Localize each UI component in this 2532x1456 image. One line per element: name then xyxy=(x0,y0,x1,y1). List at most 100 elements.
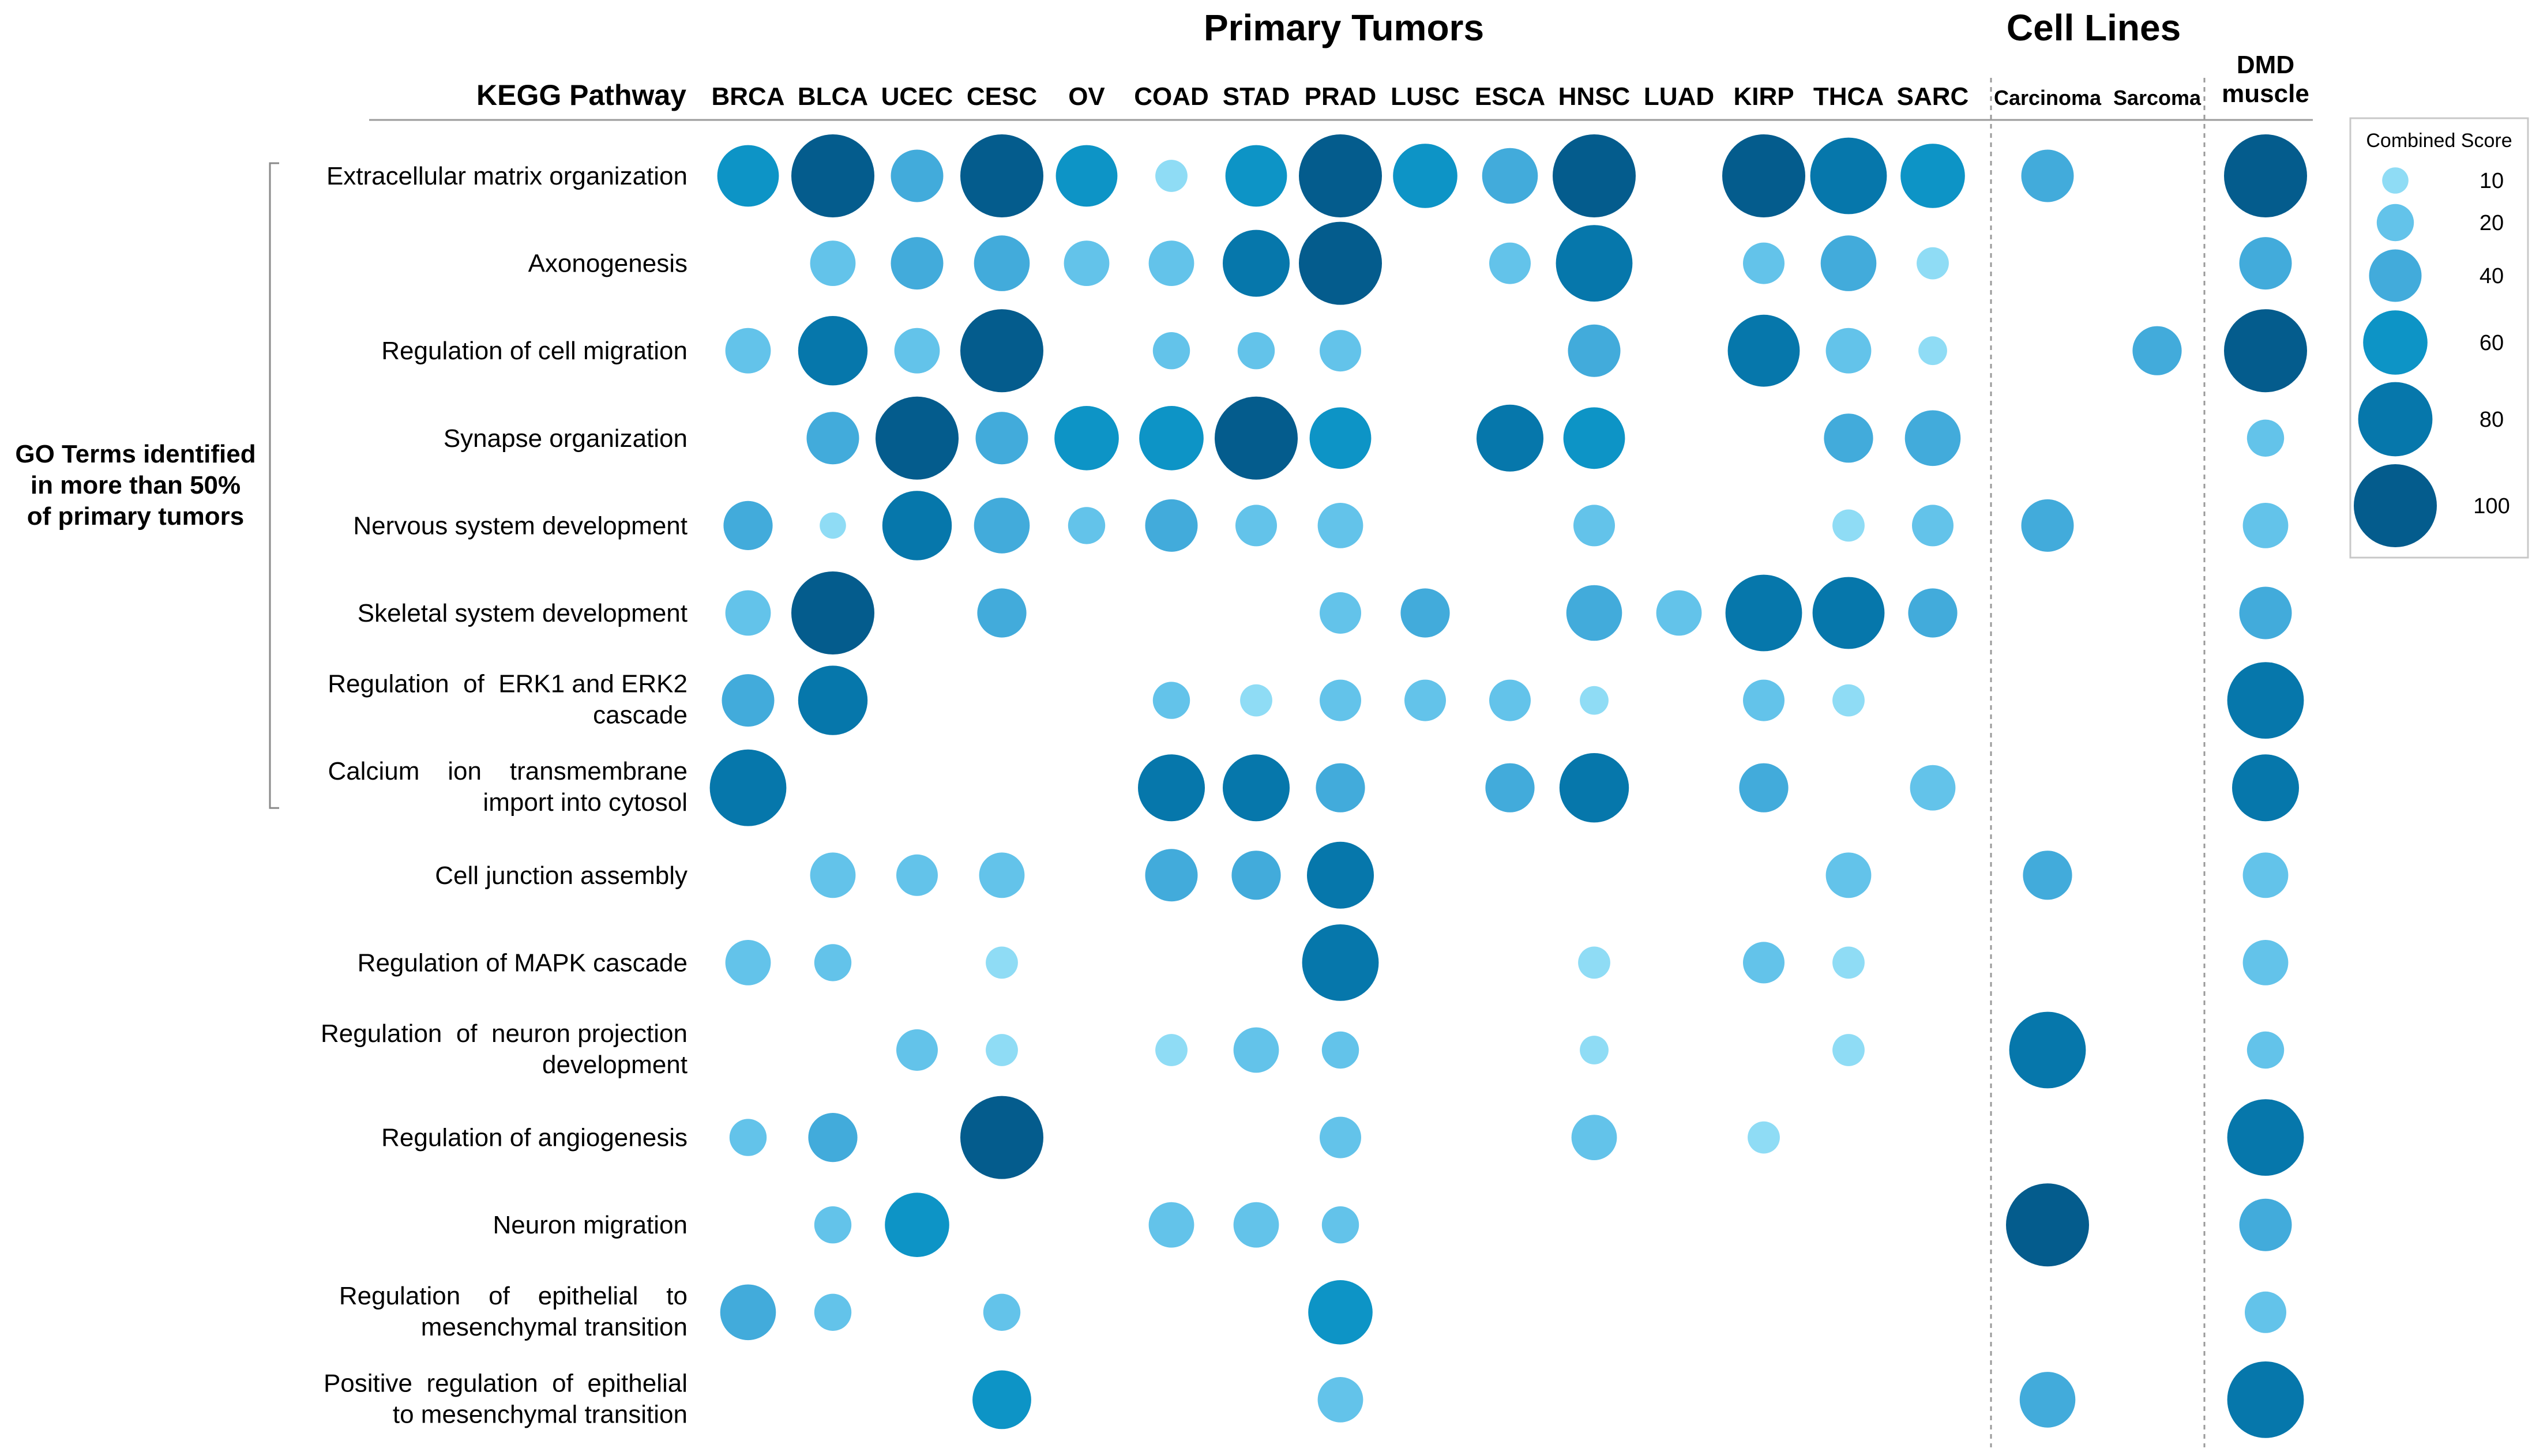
bubble-dmd-row-14 xyxy=(2245,1291,2286,1333)
bubble-stad-row-8 xyxy=(1223,754,1290,822)
bubble-prad-row-5 xyxy=(1317,503,1363,548)
row-label-12: Regulation of angiogenesis xyxy=(381,1124,688,1152)
bubble-coad-row-5 xyxy=(1145,499,1198,552)
side-label-line-2: in more than 50% xyxy=(31,471,241,499)
column-label-coad: COAD xyxy=(1134,82,1209,111)
bubble-sarc-row-3 xyxy=(1918,336,1947,366)
legend-label-20: 20 xyxy=(2480,211,2504,235)
bubble-carcinoma-row-13 xyxy=(2006,1183,2089,1267)
bubble-thca-row-9 xyxy=(1825,852,1872,898)
side-label-line-1: GO Terms identified xyxy=(15,440,256,468)
column-label-ucec: UCEC xyxy=(881,82,953,111)
bubble-ov-row-4 xyxy=(1054,406,1119,471)
bubble-cesc-row-4 xyxy=(975,412,1028,465)
row-label-11-line-1: Regulation of neuron projection xyxy=(321,1019,688,1048)
bubble-coad-row-1 xyxy=(1155,160,1188,192)
column-label-kirp: KIRP xyxy=(1733,82,1794,111)
kegg-pathway-header: KEGG Pathway xyxy=(476,79,686,111)
bubble-blca-row-7 xyxy=(798,665,868,735)
legend: Combined Score 10 20 40 60 80 100 xyxy=(2349,117,2529,559)
bubble-brca-row-7 xyxy=(722,674,775,727)
bubble-cesc-row-3 xyxy=(960,309,1043,393)
bubble-prad-row-3 xyxy=(1320,330,1361,372)
bubble-brca-row-10 xyxy=(725,940,771,985)
bubble-stad-row-3 xyxy=(1237,332,1275,370)
legend-bubble-20 xyxy=(2376,204,2414,242)
bubble-dmd-row-7 xyxy=(2227,662,2304,739)
bubble-dmd-row-2 xyxy=(2239,237,2292,290)
column-label-dmd-2: muscle xyxy=(2222,80,2309,108)
bubble-carcinoma-row-9 xyxy=(2023,851,2072,900)
column-label-cesc: CESC xyxy=(967,82,1037,111)
bubble-kirp-row-7 xyxy=(1743,679,1785,721)
bubble-sarc-row-5 xyxy=(1912,505,1954,547)
bubble-sarc-row-4 xyxy=(1904,410,1961,466)
bubble-stad-row-4 xyxy=(1215,396,1298,480)
bubble-thca-row-2 xyxy=(1820,235,1877,291)
bubble-prad-row-1 xyxy=(1299,134,1382,217)
bubble-esca-row-8 xyxy=(1485,763,1535,812)
bubble-lusc-row-6 xyxy=(1400,588,1450,638)
bubble-thca-row-1 xyxy=(1810,137,1887,215)
bubble-cesc-row-2 xyxy=(974,235,1030,291)
bubble-blca-row-5 xyxy=(820,512,846,539)
bubble-thca-row-11 xyxy=(1832,1034,1865,1066)
bubble-blca-row-14 xyxy=(814,1293,852,1331)
bubble-dmd-row-1 xyxy=(2224,134,2307,217)
bubble-carcinoma-row-5 xyxy=(2021,499,2074,552)
legend-label-100: 100 xyxy=(2473,494,2510,518)
bubble-kirp-row-10 xyxy=(1743,942,1785,984)
bubble-sarc-row-6 xyxy=(1908,588,1958,638)
row-label-8-line-1: Calcium ion transmembrane xyxy=(328,757,688,785)
bubble-kirp-row-2 xyxy=(1743,242,1785,284)
bubble-cesc-row-1 xyxy=(960,134,1043,217)
bubble-stad-row-13 xyxy=(1233,1202,1279,1248)
bubble-thca-row-10 xyxy=(1832,946,1865,979)
bubble-hnsc-row-5 xyxy=(1573,505,1615,547)
bubble-sarcoma-row-3 xyxy=(2132,326,2182,375)
bubble-esca-row-7 xyxy=(1489,679,1531,721)
bubble-hnsc-row-12 xyxy=(1571,1115,1617,1160)
bubble-esca-row-4 xyxy=(1477,404,1543,472)
bubble-esca-row-2 xyxy=(1489,242,1531,284)
bubble-prad-row-9 xyxy=(1307,841,1374,909)
row-label-9: Cell junction assembly xyxy=(435,861,688,890)
bubble-thca-row-6 xyxy=(1812,577,1885,649)
row-label-14-line-2: mesenchymal transition xyxy=(421,1313,688,1341)
bubble-dmd-row-10 xyxy=(2242,940,2289,985)
legend-bubble-60 xyxy=(2363,310,2428,375)
legend-bubble-10 xyxy=(2382,167,2409,194)
bubble-stad-row-11 xyxy=(1233,1027,1279,1073)
bubble-coad-row-13 xyxy=(1148,1202,1194,1248)
bubble-hnsc-row-4 xyxy=(1563,407,1625,469)
bubble-carcinoma-row-1 xyxy=(2021,149,2074,202)
bubble-coad-row-7 xyxy=(1152,682,1190,719)
bubble-ov-row-5 xyxy=(1068,507,1106,544)
bubble-blca-row-6 xyxy=(791,571,874,654)
bubble-brca-row-6 xyxy=(725,590,771,636)
bubble-kirp-row-1 xyxy=(1722,134,1805,217)
bubble-luad-row-6 xyxy=(1656,590,1702,636)
bubble-coad-row-11 xyxy=(1155,1034,1188,1066)
bubble-blca-row-2 xyxy=(810,240,856,286)
bubble-hnsc-row-11 xyxy=(1580,1036,1609,1064)
bubble-blca-row-3 xyxy=(798,316,868,386)
bubble-cesc-row-12 xyxy=(960,1096,1043,1179)
bubble-hnsc-row-2 xyxy=(1556,225,1633,302)
bubble-ucec-row-4 xyxy=(876,396,959,480)
row-label-15-line-2: to mesenchymal transition xyxy=(393,1400,688,1428)
bubble-hnsc-row-1 xyxy=(1553,134,1636,217)
row-label-5: Nervous system development xyxy=(353,511,688,540)
row-label-10: Regulation of MAPK cascade xyxy=(358,949,688,977)
bubble-prad-row-8 xyxy=(1316,763,1365,812)
bubble-kirp-row-12 xyxy=(1748,1121,1780,1154)
bubble-stad-row-2 xyxy=(1223,230,1290,297)
cell-lines-title: Cell Lines xyxy=(2007,7,2181,48)
row-label-7-line-1: Regulation of ERK1 and ERK2 xyxy=(328,670,688,698)
bubble-stad-row-5 xyxy=(1235,505,1277,547)
bubble-sarc-row-8 xyxy=(1910,765,1956,811)
legend-label-80: 80 xyxy=(2480,408,2504,432)
column-label-blca: BLCA xyxy=(798,82,868,111)
bubble-dmd-row-13 xyxy=(2239,1198,2292,1251)
